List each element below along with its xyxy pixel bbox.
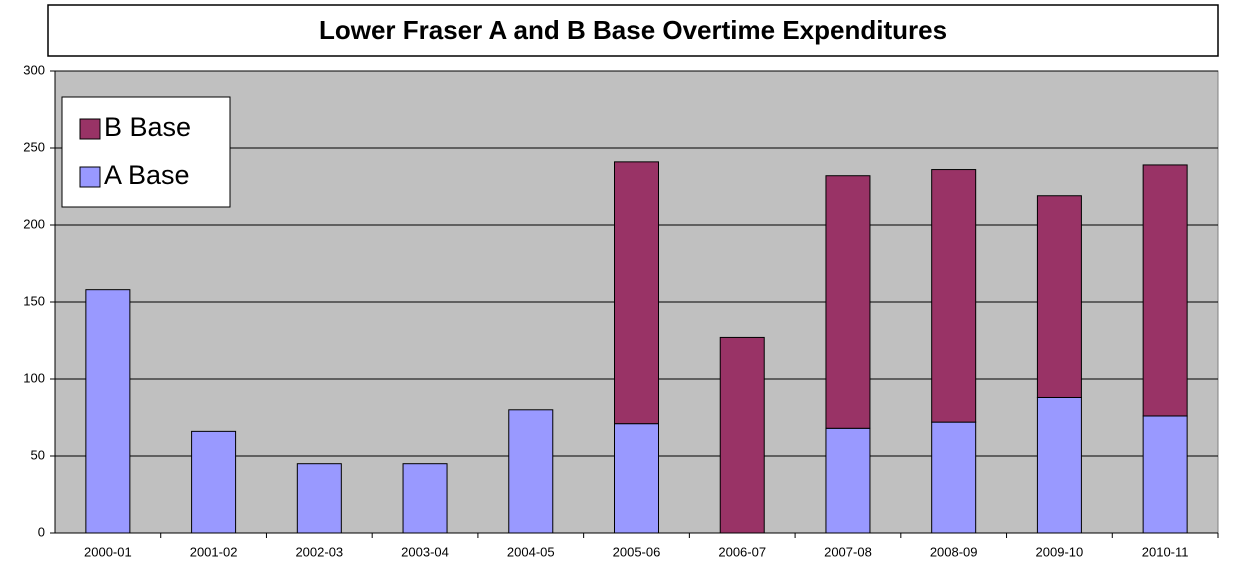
x-tick-label: 2010-11 — [1142, 544, 1189, 559]
y-tick-label: 200 — [23, 216, 45, 231]
bar — [1142, 164, 1188, 417]
bar — [825, 427, 871, 534]
bar — [85, 289, 131, 534]
bar — [719, 336, 765, 534]
bar — [191, 430, 237, 534]
bar — [614, 423, 659, 534]
x-tick-label: 2006-07 — [718, 544, 766, 559]
chart-title: Lower Fraser A and B Base Overtime Expen… — [319, 15, 947, 45]
x-tick-label: 2003-04 — [401, 544, 449, 559]
bar — [931, 421, 977, 534]
y-tick-label: 250 — [23, 139, 45, 154]
x-tick-label: 2004-05 — [507, 544, 555, 559]
y-tick-label: 100 — [23, 370, 45, 385]
x-tick-label: 2002-03 — [295, 544, 343, 559]
x-tick-label: 2001-02 — [190, 544, 238, 559]
bar — [1036, 396, 1082, 534]
legend-label: B Base — [104, 112, 191, 142]
legend-swatch — [79, 118, 101, 140]
y-tick-label: 300 — [23, 62, 45, 77]
x-tick-label: 2005-06 — [613, 544, 661, 559]
x-tick-label: 2008-09 — [930, 544, 978, 559]
x-tick-label: 2009-10 — [1036, 544, 1084, 559]
legend-box — [61, 96, 231, 208]
y-tick-label: 50 — [31, 447, 45, 462]
y-tick-label: 0 — [38, 524, 45, 539]
x-tick-label: 2000-01 — [84, 544, 132, 559]
bar — [508, 409, 554, 534]
bar — [296, 463, 342, 534]
bar — [931, 169, 977, 423]
legend-swatch — [79, 166, 101, 188]
title-box — [47, 4, 1219, 57]
y-tick-label: 150 — [23, 293, 45, 308]
bar — [1036, 195, 1082, 398]
bar — [825, 175, 871, 429]
legend-label: A Base — [104, 160, 190, 190]
x-tick-label: 2007-08 — [824, 544, 872, 559]
bar — [1142, 415, 1188, 534]
bar — [614, 161, 659, 425]
bar — [402, 463, 448, 534]
